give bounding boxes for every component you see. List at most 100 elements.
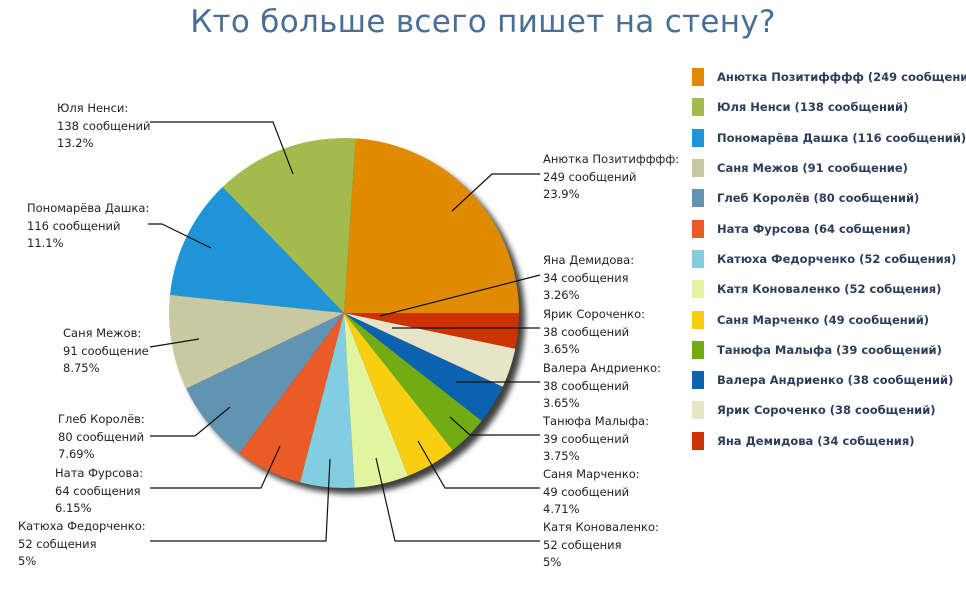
pie-slice[interactable] [222, 138, 356, 313]
legend-label: Глеб Королёв (80 сообщений) [717, 191, 920, 206]
legend-item[interactable]: Юля Ненси (138 сообщений) [692, 92, 966, 122]
data-label-count-label: 52 собщения [543, 537, 622, 552]
data-label-name: Катя Коноваленко: [543, 520, 659, 534]
legend-swatch [692, 98, 704, 117]
legend-item[interactable]: Саня Марченко (49 сообщений) [692, 304, 966, 334]
chart-title: Кто больше всего пишет на стену? [190, 4, 776, 40]
legend-swatch [692, 401, 704, 420]
leader-line [379, 274, 541, 317]
legend-label: Катюха Федорченко (52 собщения) [717, 251, 957, 266]
data-label-name: Саня Межов: [63, 326, 142, 340]
legend-label: Анютка Позитифффф (249 сообщений) [717, 70, 966, 85]
pie-slice[interactable] [344, 138, 519, 313]
pie-slice[interactable] [344, 313, 409, 488]
legend-item[interactable]: Глеб Королёв (80 сообщений) [692, 183, 966, 213]
data-label-name: Ярик Сороченко: [543, 307, 646, 321]
data-label-count-label: 91 сообщение [63, 343, 149, 358]
legend-swatch [692, 219, 704, 238]
data-label-percent: 8.75% [63, 361, 100, 375]
leader-line [150, 121, 294, 175]
data-label-percent: 6.15% [55, 501, 92, 515]
leader-line [451, 173, 540, 212]
data-label-name: Пономарёва Дашка: [27, 201, 150, 215]
legend-item[interactable]: Пономарёва Дашка (116 сообщений) [692, 123, 966, 153]
data-label-percent: 5% [543, 555, 562, 569]
data-label-name: Анютка Позитифффф: [543, 152, 680, 166]
data-label-percent: 23.9% [543, 187, 580, 201]
legend-item[interactable]: Танюфа Малыфа (39 сообщений) [692, 335, 966, 365]
data-label-percent: 5% [18, 554, 37, 568]
data-label-percent: 3.65% [543, 396, 580, 410]
data-label-percent: 3.65% [543, 342, 580, 356]
leader-line [149, 338, 200, 348]
data-label: Танюфа Малыфа: 39 сообщений 3.75% [543, 413, 649, 466]
legend-swatch [692, 431, 704, 450]
data-label-count-label: 52 собщения [18, 536, 97, 551]
data-label-name: Саня Марченко: [543, 467, 640, 481]
data-label: Анютка Позитифффф: 249 сообщений 23.9% [543, 151, 679, 204]
pie-slice[interactable] [344, 313, 503, 421]
legend-item[interactable]: Катя Коноваленко (52 собщения) [692, 274, 966, 304]
legend-label: Яна Демидова (34 собщения) [717, 433, 915, 448]
legend-label: Ярик Сороченко (38 сообщений) [717, 403, 936, 418]
legend-swatch [692, 249, 704, 268]
data-label-count-label: 49 сообщений [543, 484, 630, 499]
data-label-percent: 4.71% [543, 502, 580, 516]
legend-label: Саня Марченко (49 сообщений) [717, 312, 930, 327]
legend-swatch [692, 68, 704, 87]
data-label-count-label: 138 сообщений [57, 118, 151, 133]
legend-item[interactable]: Валера Андриенко (38 сообщений) [692, 365, 966, 395]
pie-slice[interactable] [169, 295, 344, 389]
leader-line [417, 440, 540, 489]
legend-swatch [692, 280, 704, 299]
data-label-percent: 3.26% [543, 288, 580, 302]
data-label: Ярик Сороченко: 38 сообщений 3.65% [543, 306, 645, 359]
leader-line [150, 406, 231, 437]
pie-slice[interactable] [239, 313, 344, 483]
data-label-percent: 7.69% [58, 447, 95, 461]
leader-line [375, 457, 540, 542]
legend-swatch [692, 128, 704, 147]
legend-item[interactable]: Анютка Позитифффф (249 сообщений) [692, 62, 966, 92]
data-label-name: Ната Фурсова: [55, 466, 144, 480]
legend-item[interactable]: Яна Демидова (34 собщения) [692, 426, 966, 456]
data-label-count-label: 80 сообщений [58, 429, 145, 444]
data-label: Ната Фурсова: 64 сообщения 6.15% [55, 465, 143, 518]
data-label: Валера Андриенко: 38 сообщений 3.65% [543, 360, 661, 413]
data-label-name: Танюфа Малыфа: [543, 414, 649, 428]
data-label-count-label: 64 сообщения [55, 483, 141, 498]
data-label-percent: 13.2% [57, 136, 94, 150]
pie-slice[interactable] [300, 313, 355, 488]
data-label-percent: 11.1% [27, 236, 64, 250]
pie-slice[interactable] [344, 313, 453, 476]
pie-slice[interactable] [344, 313, 482, 451]
legend-swatch [692, 371, 704, 390]
legend-label: Катя Коноваленко (52 собщения) [717, 282, 942, 297]
data-label-percent: 3.75% [543, 449, 580, 463]
legend-item[interactable]: Ярик Сороченко (38 сообщений) [692, 395, 966, 425]
data-label-count-label: 116 сообщений [27, 218, 121, 233]
data-label: Саня Межов: 91 сообщение 8.75% [63, 325, 149, 378]
legend-label: Ната Фурсова (64 собщения) [717, 221, 911, 236]
legend-label: Пономарёва Дашка (116 сообщений) [717, 130, 966, 145]
pie-slice[interactable] [344, 313, 519, 349]
data-label-count-label: 39 сообщений [543, 431, 630, 446]
legend-item[interactable]: Саня Межов (91 сообщение) [692, 153, 966, 183]
pie-slice[interactable] [186, 313, 344, 454]
data-label: Яна Демидова: 34 сообщения 3.26% [543, 252, 634, 305]
legend-item[interactable]: Ната Фурсова (64 собщения) [692, 213, 966, 243]
data-label: Юля Ненси: 138 сообщений 13.2% [57, 100, 150, 153]
data-label: Саня Марченко: 49 сообщений 4.71% [543, 466, 640, 519]
legend-label: Валера Андриенко (38 сообщений) [717, 373, 954, 388]
leader-line [150, 445, 281, 489]
data-label-name: Яна Демидова: [543, 253, 635, 267]
data-label-count-label: 34 сообщения [543, 270, 629, 285]
pie-slice[interactable] [344, 313, 516, 387]
data-label: Глеб Королёв: 80 сообщений 7.69% [58, 411, 145, 464]
leader-line [148, 223, 212, 249]
pie-slice[interactable] [169, 187, 344, 313]
legend-swatch [692, 159, 704, 178]
legend-label: Юля Ненси (138 сообщений) [717, 100, 909, 115]
legend-item[interactable]: Катюха Федорченко (52 собщения) [692, 244, 966, 274]
